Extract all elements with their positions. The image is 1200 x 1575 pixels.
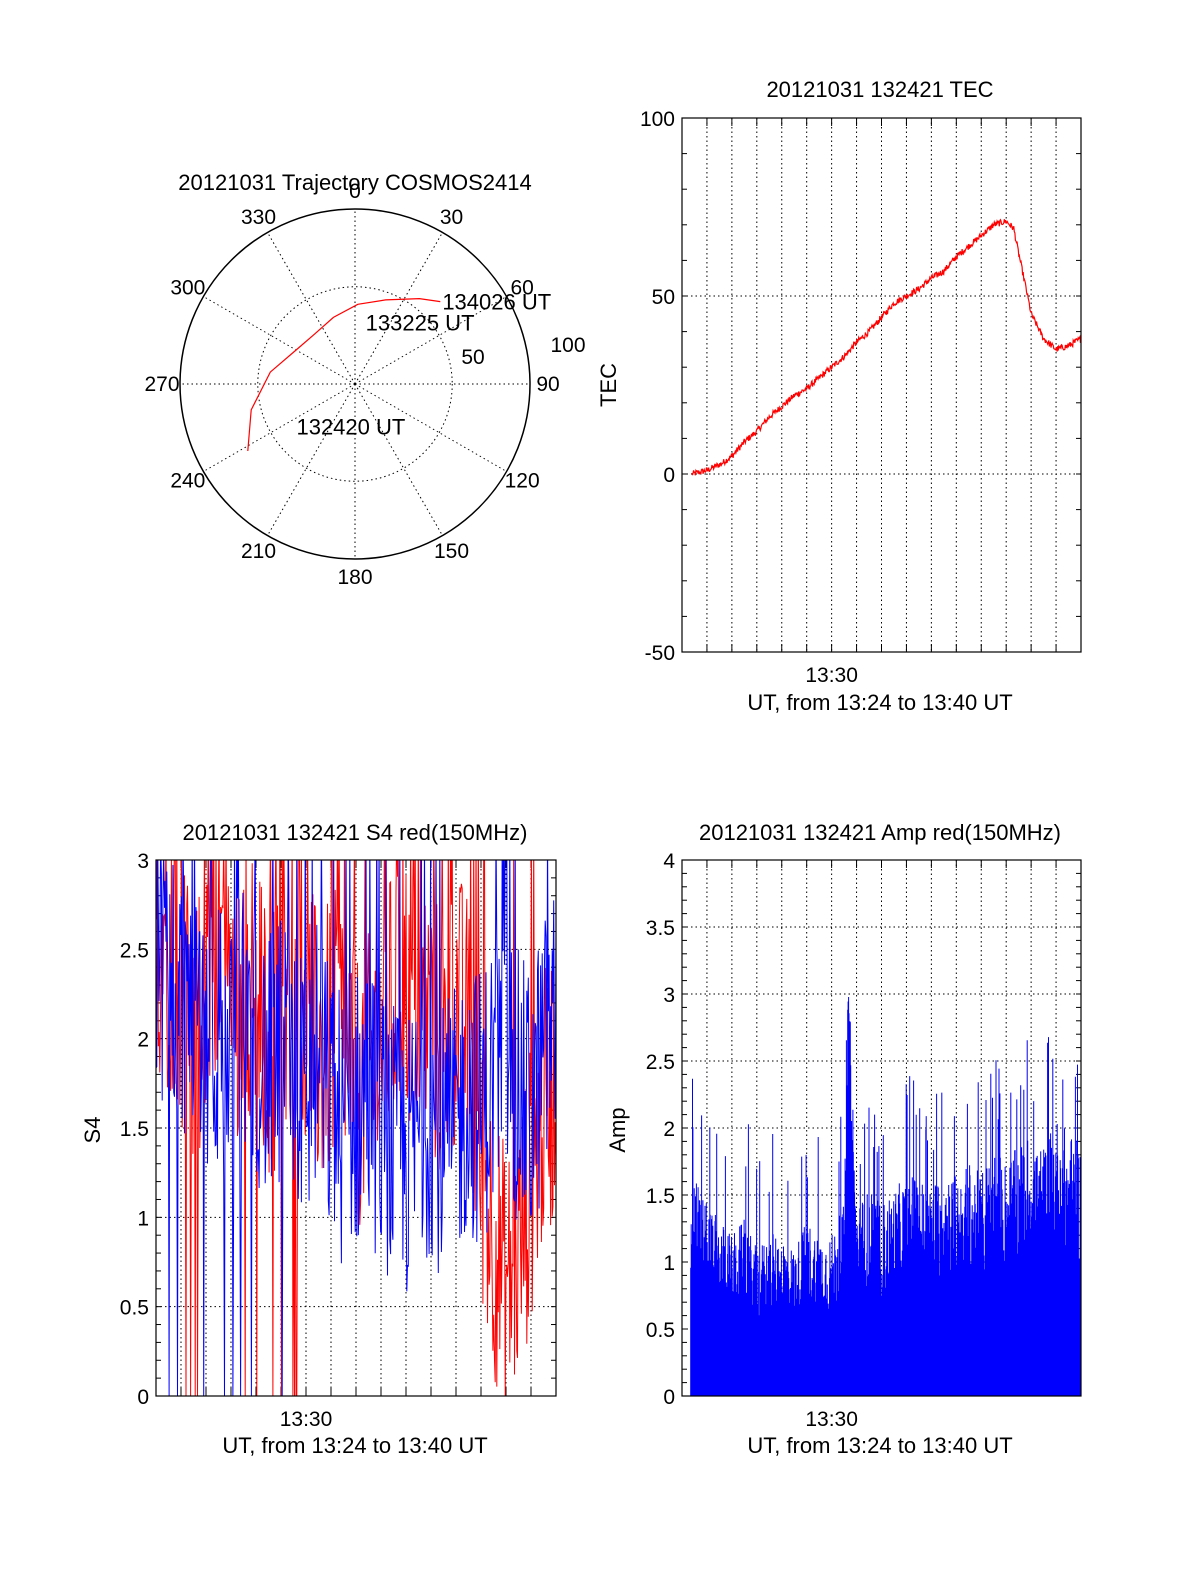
tec-ylabel: TEC: [596, 363, 621, 407]
amp-ytick-label: 0: [663, 1386, 675, 1409]
trajectory-title: 20121031 Trajectory COSMOS2414: [178, 170, 531, 195]
polar-spoke: [267, 383, 356, 536]
s4-ytick-label: 0.5: [120, 1297, 149, 1320]
s4-ytick-label: 3: [137, 850, 149, 873]
azimuth-label: 150: [434, 540, 469, 563]
polar-grid: [179, 208, 531, 560]
polar-outer-ring: [179, 208, 531, 560]
azimuth-label: 90: [536, 373, 559, 396]
amp-xtick-label: 13:30: [805, 1408, 858, 1431]
s4-title: 20121031 132421 S4 red(150MHz): [183, 820, 528, 845]
amp-ytick-label: 0.5: [646, 1319, 675, 1342]
azimuth-label: 30: [440, 206, 463, 229]
azimuth-label: 240: [170, 470, 205, 493]
s4-frame: [155, 859, 557, 1397]
s4-ytick-label: 1: [137, 1207, 149, 1230]
amp-x-ticks: 13:30: [805, 1408, 858, 1431]
polar-azimuth-labels: 0 30 60 90 120 150 180 210 240 270 300 330: [144, 180, 559, 589]
tec-title: 20121031 132421 TEC: [766, 77, 993, 102]
trajectory-time-label: 132420 UT: [296, 414, 405, 439]
elevation-label: 100: [550, 334, 585, 357]
tec-panel: 20121031 132421 TEC -50 0 50 100 13:30 UT, …: [596, 77, 1082, 715]
tec-xlabel: UT, from 13:24 to 13:40 UT: [747, 690, 1012, 715]
azimuth-label: 300: [170, 277, 205, 300]
trajectory-time-label: 134026 UT: [442, 290, 551, 315]
polar-spoke: [203, 296, 356, 385]
amp-frame: [681, 859, 1082, 1397]
trajectory-line: [247, 297, 441, 452]
azimuth-label: 60: [510, 277, 533, 300]
s4-x-ticks: 13:30: [280, 1408, 333, 1431]
amp-ytick-label: 1.5: [646, 1185, 675, 1208]
azimuth-label: 270: [144, 373, 179, 396]
s4-ytick-label: 1.5: [120, 1118, 149, 1141]
trajectory-panel: 20121031 Trajectory COSMOS2414 0 30 60 90 12…: [144, 170, 585, 589]
amp-ylabel: Amp: [605, 1107, 630, 1152]
azimuth-label: 180: [337, 566, 372, 589]
tec-y-ticks: -50 0 50 100: [640, 108, 675, 665]
amp-plot-area: [690, 997, 1082, 1396]
azimuth-label: 210: [241, 540, 276, 563]
tec-frame: [681, 117, 1082, 653]
tec-x-ticks: 13:30: [805, 664, 858, 687]
polar-spoke: [267, 232, 356, 385]
s4-xtick-label: 13:30: [280, 1408, 333, 1431]
elevation-label: 50: [461, 346, 484, 369]
trajectory-track: [247, 297, 441, 452]
tec-grid: [682, 117, 1081, 653]
s4-y-ticks: 0 0.5 1 1.5 2 2.5 3: [120, 850, 149, 1409]
amp-ytick-label: 2: [663, 1118, 675, 1141]
trajectory-time-label: 133225 UT: [366, 310, 475, 335]
polar-spoke: [354, 232, 443, 385]
s4-series-line-blue: [156, 860, 556, 1396]
s4-plot-area: [156, 860, 556, 1396]
azimuth-label: 330: [241, 206, 276, 229]
amp-ytick-label: 1: [663, 1252, 675, 1275]
tec-ytick-label: 0: [663, 464, 675, 487]
amp-title: 20121031 132421 Amp red(150MHz): [699, 820, 1061, 845]
amp-ytick-label: 4: [663, 850, 675, 873]
amp-ytick-label: 3.5: [646, 917, 675, 940]
tec-ytick-label: -50: [645, 642, 675, 665]
azimuth-label: 0: [349, 180, 361, 203]
s4-ylabel: S4: [80, 1117, 105, 1144]
amp-panel: 20121031 132421 Amp red(150MHz) 0 0.5 1 1.5…: [605, 820, 1082, 1458]
s4-ytick-label: 2.5: [120, 939, 149, 962]
s4-panel: 20121031 132421 S4 red(150MHz) 0 0.5 1 1.5 2…: [80, 820, 557, 1458]
tec-ytick-label: 100: [640, 108, 675, 131]
polar-ring-50: [257, 286, 453, 482]
s4-ytick-label: 2: [137, 1029, 149, 1052]
tec-ytick-label: 50: [652, 286, 675, 309]
amp-ytick-label: 3: [663, 984, 675, 1007]
amp-ytick-label: 2.5: [646, 1051, 675, 1074]
s4-ytick-label: 0: [137, 1386, 149, 1409]
azimuth-label: 120: [505, 470, 540, 493]
amp-xlabel: UT, from 13:24 to 13:40 UT: [747, 1433, 1012, 1458]
amp-y-ticks: 0 0.5 1 1.5 2 2.5 3 3.5 4: [646, 850, 676, 1409]
tec-series-line: [691, 218, 1082, 476]
polar-elevation-labels: 50 100: [461, 334, 585, 369]
tec-xtick-label: 13:30: [805, 664, 858, 687]
s4-xlabel: UT, from 13:24 to 13:40 UT: [222, 1433, 487, 1458]
polar-spoke: [354, 383, 443, 536]
s4-series-group: [156, 860, 556, 1396]
tec-plot-area: [691, 218, 1082, 476]
amp-bars: [690, 997, 1082, 1396]
